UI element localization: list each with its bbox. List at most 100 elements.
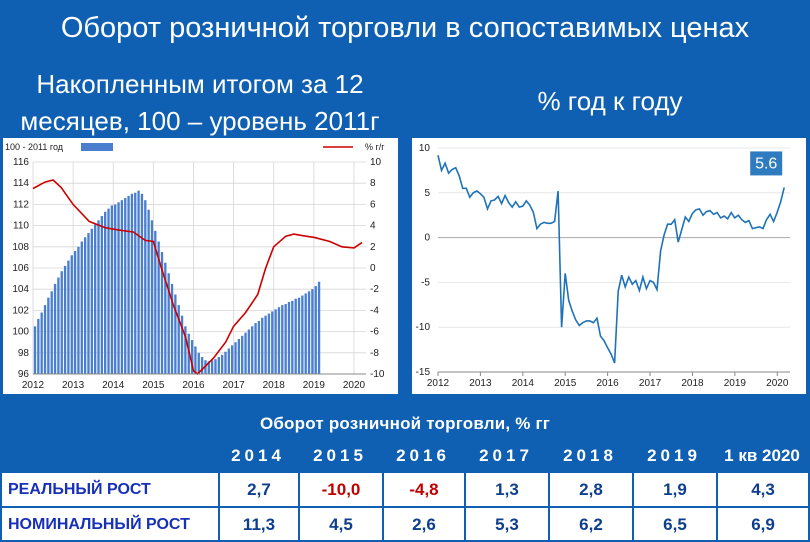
bar <box>63 265 67 374</box>
bar <box>257 321 261 374</box>
bar <box>227 348 231 374</box>
bar <box>234 342 237 374</box>
bar <box>224 351 227 374</box>
bar <box>50 291 53 374</box>
x-tick-label: 2019 <box>303 380 326 391</box>
bar <box>160 252 164 374</box>
x-tick-label: 2013 <box>62 380 85 391</box>
bar <box>200 357 204 374</box>
bar <box>114 204 117 374</box>
bar <box>107 208 110 374</box>
bar <box>311 289 314 374</box>
bar <box>197 352 200 374</box>
bar <box>220 354 224 374</box>
last-value-label: 5.6 <box>755 155 777 172</box>
y-left-tick-label: 104 <box>12 284 29 295</box>
right-chart-panel: 10 5 0 -5 -10 -15 2012 2013 2014 2015 2016 2017 2018… <box>412 138 806 394</box>
left-chart-panel: 116 114 112 110 108 106 104 102 100 98 96 10 8 6 4 2 0 -2… <box>3 138 398 394</box>
x-tick-label: 2020 <box>343 380 366 391</box>
bar <box>214 359 217 374</box>
bar <box>60 271 63 374</box>
bar <box>241 335 244 374</box>
x-tick-label: 2018 <box>681 378 704 389</box>
table-cell: -10,0 <box>298 471 382 506</box>
bar <box>267 313 271 374</box>
bar <box>167 273 170 374</box>
bar <box>110 205 114 374</box>
table-header-row: 2014 2015 2016 2017 2018 2019 1 кв 2020 <box>2 441 809 471</box>
line-series-yoy <box>437 155 785 364</box>
bar <box>190 340 194 374</box>
bar <box>304 293 307 374</box>
table-header-cell: 2018 <box>548 441 632 471</box>
bar <box>83 237 87 374</box>
x-tick-label: 2015 <box>554 378 577 389</box>
legend-swatch-bars <box>81 143 113 151</box>
table-header-cell: 2019 <box>632 441 716 471</box>
bar <box>284 304 287 374</box>
bar <box>317 281 321 374</box>
bar <box>100 216 104 374</box>
table-cell: 4,3 <box>716 471 809 506</box>
bar <box>314 286 317 374</box>
bar <box>40 312 43 374</box>
table-cell: 1,9 <box>632 471 716 506</box>
bar <box>93 224 97 374</box>
bar <box>277 307 281 374</box>
bar <box>137 190 140 374</box>
y-right-tick-label: 2 <box>370 242 376 253</box>
bar <box>90 228 93 374</box>
y-tick-label: -5 <box>421 277 430 288</box>
y-tick-label: 5 <box>424 188 430 199</box>
bar <box>117 202 120 374</box>
bar <box>147 209 150 374</box>
y-tick-label: -10 <box>416 322 431 333</box>
bar <box>281 305 284 374</box>
table-cell: 11,3 <box>218 506 298 541</box>
table-cell: 2,7 <box>218 471 298 506</box>
bar <box>134 192 137 374</box>
y-tick-label: 10 <box>419 143 431 154</box>
x-tick-label: 2013 <box>469 378 492 389</box>
y-left-tick-label: 100 <box>12 327 29 338</box>
bar <box>70 255 73 374</box>
table-header-empty <box>2 441 218 471</box>
bar <box>144 200 147 374</box>
y-left-tick-label: 114 <box>13 178 29 189</box>
table-cell: 6,9 <box>716 506 809 541</box>
bar <box>87 233 90 374</box>
table-row: НОМИНАЛЬНЫЙ РОСТ 11,3 4,5 2,6 5,3 6,2 6,… <box>2 506 809 541</box>
bar <box>157 241 160 374</box>
bar <box>80 241 83 374</box>
table-cell: 6,2 <box>548 506 632 541</box>
table-cell: 2,6 <box>382 506 464 541</box>
x-tick-label: 2018 <box>263 380 286 391</box>
bar <box>184 326 187 374</box>
bar <box>244 332 247 374</box>
row-label: НОМИНАЛЬНЫЙ РОСТ <box>2 506 218 541</box>
bar <box>287 301 291 374</box>
table-header-cell: 2017 <box>464 441 548 471</box>
bar <box>120 200 124 374</box>
table-cell: 6,5 <box>632 506 716 541</box>
table-row: РЕАЛЬНЫЙ РОСТ 2,7 -10,0 -4,8 1,3 2,8 1,9… <box>2 471 809 506</box>
legend-label-bars: 100 - 2011 год <box>5 142 64 152</box>
y-right-tick-label: 0 <box>370 263 376 274</box>
bar <box>307 291 311 374</box>
x-tick-label: 2017 <box>222 380 245 391</box>
y-left-tick-label: 102 <box>12 305 29 316</box>
y-right-tick-label: 4 <box>370 221 376 232</box>
bar <box>180 315 184 374</box>
row-label: РЕАЛЬНЫЙ РОСТ <box>2 471 218 506</box>
bar <box>297 297 301 374</box>
bar <box>247 329 251 374</box>
cumulative-chart: 11611411211010810610410210098961086420-2… <box>5 142 385 391</box>
y-right-tick-label: 10 <box>370 157 382 168</box>
table-cell: 4,5 <box>298 506 382 541</box>
bar <box>294 298 297 374</box>
y-right-tick-label: 6 <box>370 199 376 210</box>
bar <box>271 311 274 374</box>
bar <box>251 326 254 374</box>
bar <box>274 309 277 374</box>
bar <box>154 230 157 374</box>
